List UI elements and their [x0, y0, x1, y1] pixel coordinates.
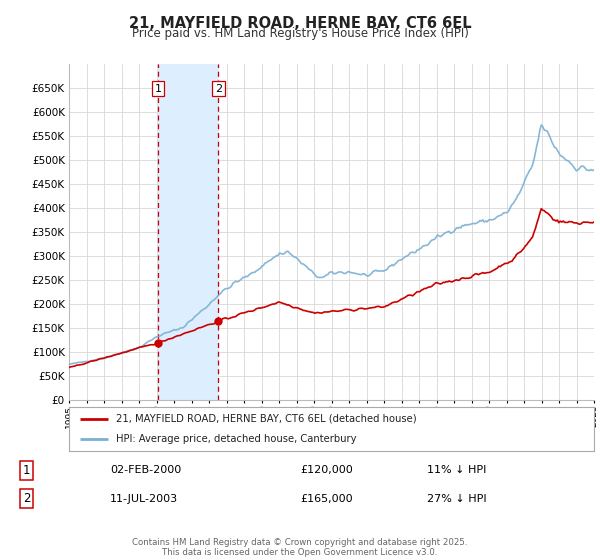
Text: 21, MAYFIELD ROAD, HERNE BAY, CT6 6EL: 21, MAYFIELD ROAD, HERNE BAY, CT6 6EL: [128, 16, 472, 31]
Text: £165,000: £165,000: [300, 493, 353, 503]
Text: 11-JUL-2003: 11-JUL-2003: [110, 493, 178, 503]
Text: 21, MAYFIELD ROAD, HERNE BAY, CT6 6EL (detached house): 21, MAYFIELD ROAD, HERNE BAY, CT6 6EL (d…: [116, 414, 417, 424]
Text: 2: 2: [215, 83, 222, 94]
Text: 1: 1: [23, 464, 30, 477]
Text: 27% ↓ HPI: 27% ↓ HPI: [427, 493, 487, 503]
Text: Price paid vs. HM Land Registry's House Price Index (HPI): Price paid vs. HM Land Registry's House …: [131, 27, 469, 40]
Bar: [158, 64, 218, 400]
Text: Contains HM Land Registry data © Crown copyright and database right 2025.
This d: Contains HM Land Registry data © Crown c…: [132, 538, 468, 557]
Text: 1: 1: [154, 83, 161, 94]
Text: 11% ↓ HPI: 11% ↓ HPI: [427, 465, 486, 475]
Text: 02-FEB-2000: 02-FEB-2000: [110, 465, 181, 475]
Text: £120,000: £120,000: [300, 465, 353, 475]
Text: HPI: Average price, detached house, Canterbury: HPI: Average price, detached house, Cant…: [116, 434, 357, 444]
Text: 2: 2: [23, 492, 30, 505]
